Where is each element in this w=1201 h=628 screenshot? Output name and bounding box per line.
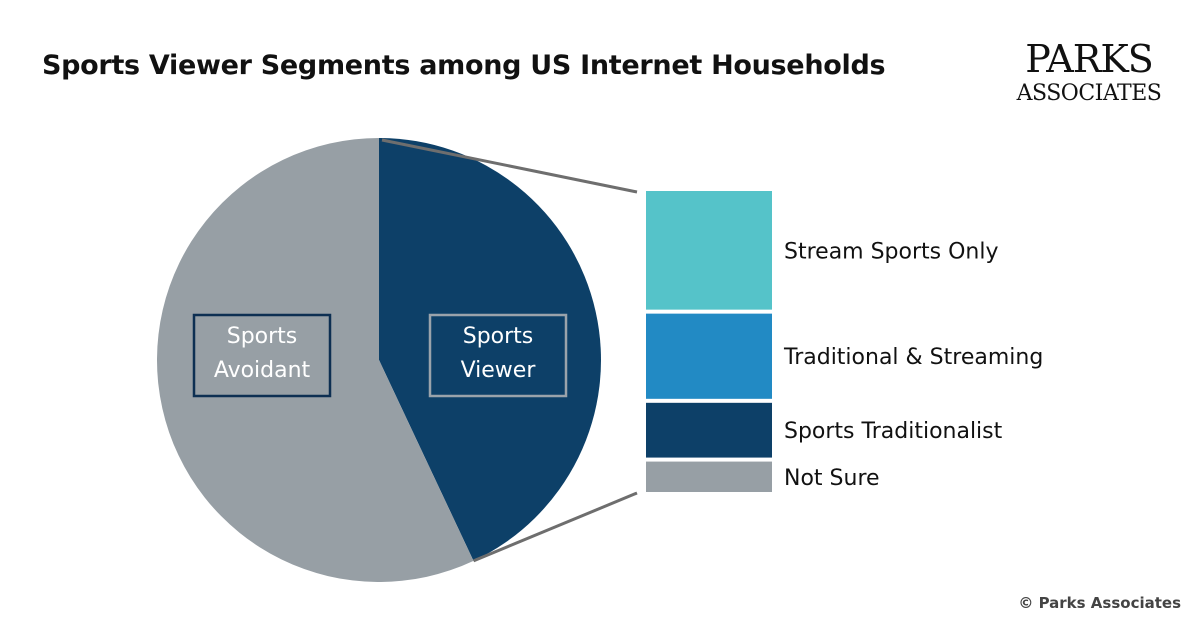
segment-label-traditional-and-streaming: Traditional & Streaming [783,345,1043,370]
svg-text:Avoidant: Avoidant [214,358,311,383]
svg-text:Viewer: Viewer [461,358,537,383]
svg-text:Sports: Sports [227,324,298,349]
pie-chart [156,138,601,582]
svg-text:Sports: Sports [463,324,534,349]
pie-label-sports-viewer: Sports Viewer [428,313,568,398]
bar-segment-stream-sports-only [646,191,772,310]
pie-slice-sports-avoidant [156,138,474,582]
segment-label-stream-sports-only: Stream Sports Only [784,239,999,264]
pie-slice-sports-viewer [379,138,601,561]
stacked-bar [646,191,772,492]
bar-segment-sports-traditionalist [646,402,772,458]
svg-text:PARKS: PARKS [1025,38,1153,81]
stacked-bar-labels: Stream Sports Only Traditional & Streamin… [783,239,1043,490]
connector-bottom [472,491,638,563]
pie-label-sports-avoidant: Sports Avoidant [192,313,332,398]
bar-segment-traditional-and-streaming [646,313,772,399]
connector-top [381,138,638,194]
segment-label-not-sure: Not Sure [784,466,880,491]
pie-labels: Sports Viewer Sports Avoidant [192,313,568,398]
connector-lines [381,138,638,563]
svg-text:ASSOCIATES: ASSOCIATES [1016,81,1162,104]
copyright-notice: © Parks Associates [1018,594,1181,612]
segment-label-sports-traditionalist: Sports Traditionalist [784,419,1003,444]
parks-associates-logo: PARKS ASSOCIATES [1016,38,1162,104]
chart-title: Sports Viewer Segments among US Internet… [42,50,886,81]
bar-segment-not-sure [646,461,772,492]
